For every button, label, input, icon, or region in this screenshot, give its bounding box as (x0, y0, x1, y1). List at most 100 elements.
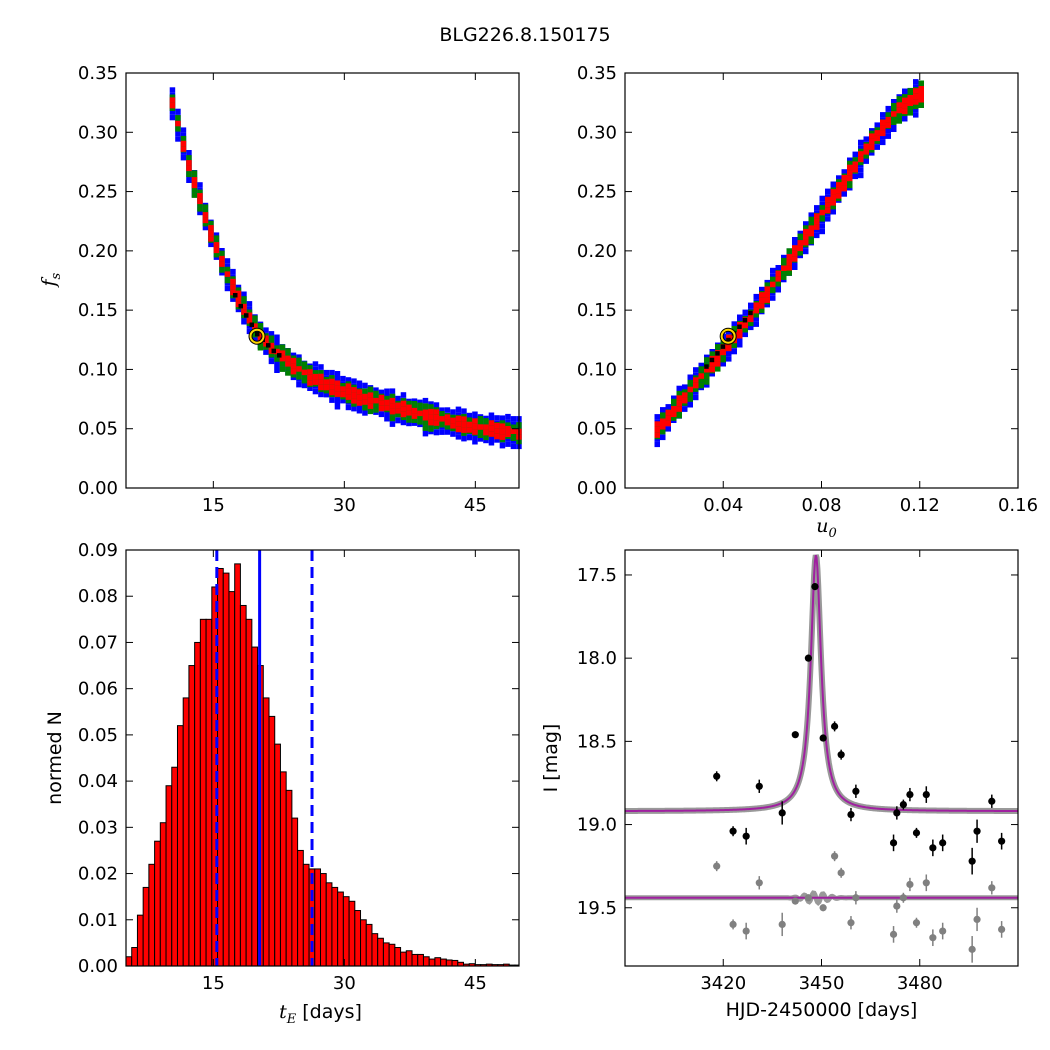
sigma1-cell (830, 200, 836, 206)
sigma3-cell (395, 395, 401, 402)
sigma1-cell (841, 185, 847, 192)
sigma2-cell (268, 335, 275, 341)
sigma1-cell (918, 86, 924, 92)
sigma1-cell (896, 102, 902, 108)
residual-point (939, 927, 947, 935)
sigma1-cell (439, 416, 445, 422)
photometry-point (713, 772, 721, 780)
histogram-bar (131, 947, 138, 967)
sigma3-cell (494, 415, 500, 421)
sigma2-cell (477, 421, 484, 427)
sigma1-cell (318, 373, 324, 380)
sigma3-cell (483, 437, 489, 444)
magnitude-axis-label: I [mag] (540, 724, 562, 793)
histogram-bar (268, 715, 276, 967)
sigma1-cell (290, 368, 297, 375)
sigma2-cell (406, 417, 412, 423)
sigma2-cell (676, 390, 682, 397)
x-tick-label: 45 (464, 973, 487, 994)
sigma2-cell (819, 205, 825, 211)
sigma3-cell (830, 181, 836, 187)
sigma2-cell (175, 115, 181, 121)
sigma1-cell (885, 116, 891, 123)
sigma3-cell (263, 349, 269, 355)
y-tick-label: 0.09 (78, 540, 118, 561)
sigma1-cell (770, 281, 776, 288)
sigma1-cell (654, 432, 660, 438)
sigma1-cell (356, 394, 363, 401)
sigma2-cell (197, 206, 203, 212)
histogram-bar (148, 863, 156, 967)
sigma2-cell (907, 88, 913, 94)
sigma2-cell (180, 135, 187, 142)
best-bin-cell (244, 313, 249, 318)
sigma3-cell (885, 133, 891, 139)
fs-axis-label: fs (38, 272, 64, 288)
sigma1-cell (285, 355, 291, 362)
sigma1-cell (334, 391, 341, 397)
sigma2-cell (329, 375, 335, 381)
sigma3-cell (510, 421, 517, 428)
sigma2-cell (191, 186, 198, 193)
sigma2-cell (797, 250, 803, 256)
sigma1-cell (433, 409, 440, 415)
sigma1-cell (841, 180, 847, 186)
sigma3-cell (665, 426, 671, 432)
sigma1-cell (312, 373, 319, 380)
sigma1-cell (808, 225, 814, 231)
sigma3-cell (748, 302, 754, 309)
sigma3-cell (819, 201, 825, 207)
sigma2-cell (285, 370, 291, 376)
sigma2-cell (367, 386, 374, 393)
sigma2-cell (411, 401, 418, 407)
sigma3-cell (687, 374, 693, 380)
residual-point (847, 919, 855, 927)
sigma2-cell (362, 388, 368, 394)
sigma1-cell (428, 408, 434, 415)
best-bin-cell (266, 343, 271, 348)
sigma1-cell (836, 182, 842, 188)
sigma1-cell (676, 400, 682, 407)
hjd-axis-label: HJD-2450000 [days] (726, 999, 918, 1021)
y-tick-label: 0.00 (78, 956, 118, 977)
sigma1-cell (499, 428, 506, 435)
sigma3-cell (775, 265, 781, 271)
sigma3-cell (411, 420, 418, 426)
sigma3-cell (693, 394, 699, 401)
x-tick-label: 30 (333, 973, 356, 994)
sigma3-cell (268, 331, 275, 337)
sigma1-cell (753, 307, 759, 314)
sigma2-cell (742, 327, 748, 333)
sigma3-cell (731, 321, 737, 327)
sigma3-cell (682, 384, 688, 390)
sigma3-cell (863, 158, 869, 164)
sigma2-cell (202, 220, 209, 227)
sigma1-cell (847, 175, 853, 182)
histogram-bar (434, 957, 442, 967)
x-tick-label: 0.12 (900, 495, 940, 516)
histogram-bar (325, 882, 333, 967)
sigma2-cell (759, 307, 765, 313)
sigma2-cell (918, 80, 924, 86)
residual-point (998, 925, 1006, 933)
sigma1-cell (279, 350, 286, 356)
sigma1-cell (307, 380, 313, 386)
sigma3-cell (455, 412, 462, 418)
sigma1-cell (830, 194, 836, 201)
y-tick-label: 0.35 (78, 63, 118, 84)
sigma3-cell (180, 132, 187, 139)
sigma2-cell (411, 417, 418, 423)
sigma1-cell (693, 377, 699, 383)
sigma3-cell (775, 287, 781, 293)
sigma3-cell (230, 296, 236, 302)
sigma3-cell (693, 367, 699, 373)
sigma3-cell (737, 342, 743, 348)
sigma2-cell (505, 422, 511, 428)
sigma3-cell (665, 404, 671, 410)
sigma2-cell (891, 119, 897, 125)
photometry-point (968, 857, 976, 865)
sigma3-cell (345, 404, 352, 411)
sigma3-cell (891, 99, 897, 105)
sigma2-cell (252, 315, 258, 321)
sigma3-cell (660, 407, 666, 413)
